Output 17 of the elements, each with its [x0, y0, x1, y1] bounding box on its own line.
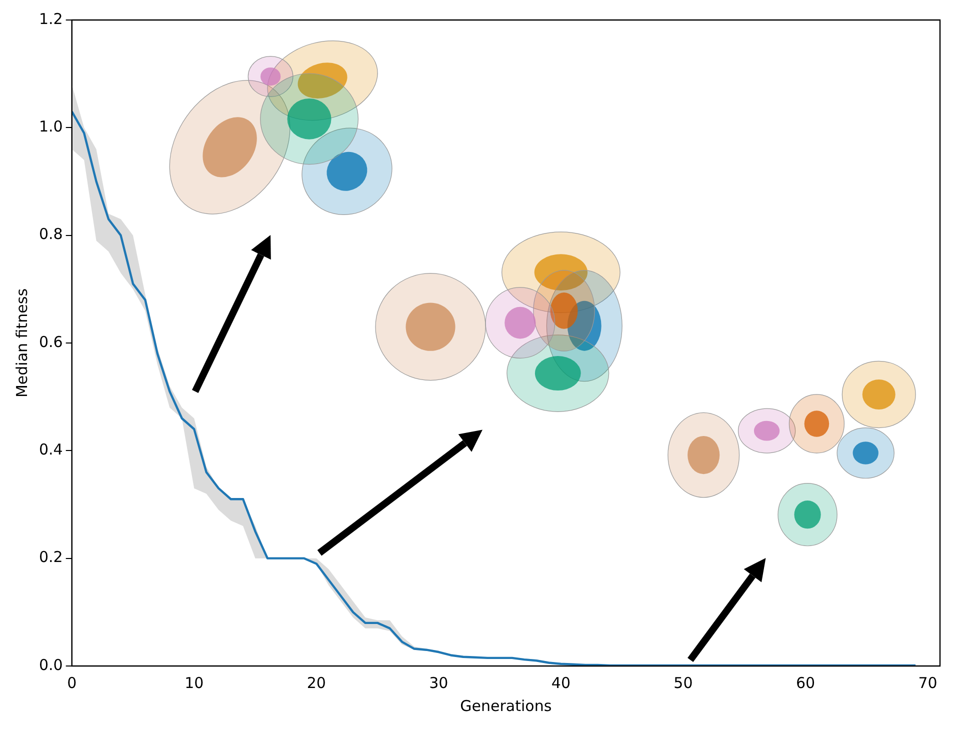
- y-tick-label: 0.0: [38, 656, 63, 674]
- x-tick-label: 0: [67, 674, 77, 692]
- x-tick-label: 50: [674, 674, 693, 692]
- x-tick-label: 60: [796, 674, 816, 692]
- x-tick-label: 70: [918, 674, 938, 692]
- y-tick-label: 1.2: [38, 10, 63, 28]
- y-tick-label: 0.6: [38, 332, 63, 351]
- y-axis-title: Median fitness: [12, 288, 31, 398]
- y-tick-label: 1.0: [38, 118, 63, 136]
- x-tick-label: 40: [551, 674, 570, 692]
- x-axis-title: Generations: [460, 696, 552, 715]
- y-tick-label: 0.8: [38, 225, 63, 244]
- x-tick-label: 10: [184, 674, 204, 692]
- x-tick-label: 30: [429, 674, 448, 692]
- y-tick-label: 0.4: [38, 440, 63, 459]
- y-tick-label: 0.2: [38, 548, 63, 566]
- x-tick-label: 20: [306, 674, 326, 692]
